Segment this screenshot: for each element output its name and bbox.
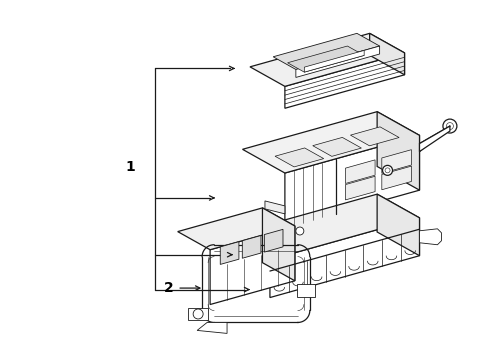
Polygon shape bbox=[188, 307, 208, 320]
Polygon shape bbox=[265, 201, 285, 214]
Polygon shape bbox=[313, 138, 362, 156]
Polygon shape bbox=[345, 176, 375, 200]
Polygon shape bbox=[197, 323, 227, 333]
Polygon shape bbox=[288, 46, 364, 72]
Circle shape bbox=[296, 227, 304, 235]
Polygon shape bbox=[178, 208, 295, 250]
Polygon shape bbox=[285, 53, 405, 108]
Polygon shape bbox=[243, 112, 419, 173]
Polygon shape bbox=[285, 135, 419, 228]
Polygon shape bbox=[210, 226, 295, 305]
Polygon shape bbox=[369, 33, 405, 75]
Polygon shape bbox=[345, 160, 375, 184]
Polygon shape bbox=[275, 148, 324, 167]
Polygon shape bbox=[250, 33, 405, 86]
Polygon shape bbox=[243, 235, 261, 258]
Polygon shape bbox=[382, 166, 412, 190]
Polygon shape bbox=[377, 112, 419, 190]
Text: 1: 1 bbox=[125, 161, 135, 175]
Polygon shape bbox=[273, 33, 380, 69]
Polygon shape bbox=[377, 194, 419, 256]
Polygon shape bbox=[350, 127, 399, 146]
Polygon shape bbox=[220, 242, 239, 264]
Circle shape bbox=[383, 165, 392, 175]
Polygon shape bbox=[304, 50, 364, 72]
Polygon shape bbox=[419, 229, 441, 245]
Polygon shape bbox=[264, 229, 283, 252]
Polygon shape bbox=[382, 150, 412, 173]
Polygon shape bbox=[297, 284, 315, 297]
Polygon shape bbox=[270, 218, 419, 298]
Polygon shape bbox=[227, 194, 419, 260]
Text: 2: 2 bbox=[164, 281, 174, 295]
Polygon shape bbox=[296, 46, 380, 77]
Polygon shape bbox=[419, 126, 450, 152]
Polygon shape bbox=[263, 208, 295, 281]
